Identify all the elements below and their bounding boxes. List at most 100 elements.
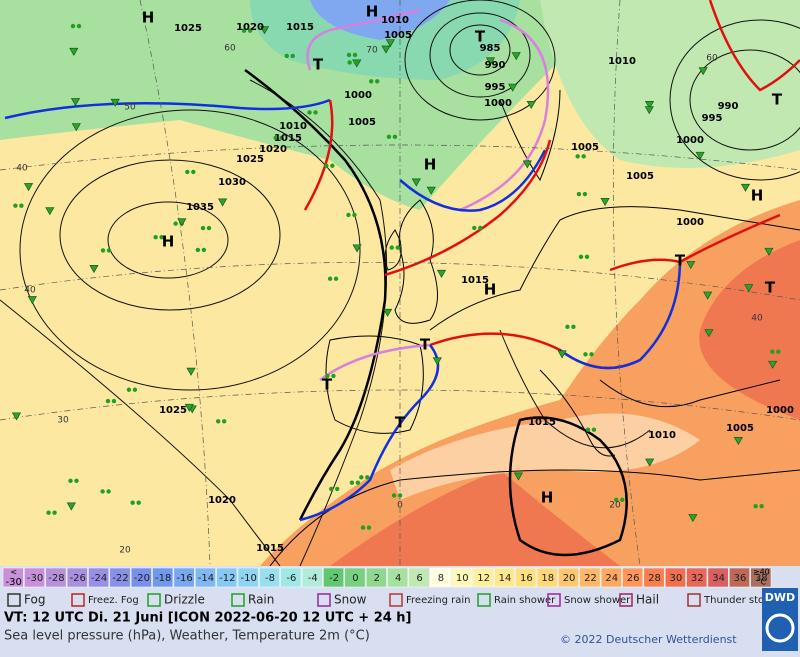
pressure-label: 1015 [528,417,556,428]
valid-time: VT: 12 UTC Di. 21 Juni [ICON 2022-06-20 … [4,611,412,626]
pressure-center: T [322,376,333,394]
scale-cell [24,567,45,588]
rain-dot [307,110,312,115]
shower-symbol [698,67,708,76]
rain-dot [352,212,357,218]
pressure-label: 1025 [236,154,264,165]
pressure-label: 1000 [766,405,794,416]
scale-cell [109,567,131,588]
legend-icon [619,593,633,607]
rain-dot [472,225,477,231]
trough [244,68,387,521]
shower-symbol [381,45,391,54]
coastlines [269,89,800,566]
scale-low-label: < [10,568,17,577]
pressure-label: 1025 [159,405,187,416]
pressure-label: 1005 [348,117,376,128]
rain-dot [313,110,318,115]
scale-label: -24 [91,573,107,584]
legend-icon [231,593,245,607]
legend-label: Hail [636,593,659,607]
rain-dot [584,254,590,259]
scale-label: -30 [27,573,43,584]
pressure-label: 1000 [484,98,512,109]
pressure-label: 1010 [381,15,409,26]
rain-dot [582,191,588,197]
scale-cell [387,567,409,588]
shower-symbol [27,296,37,305]
temperature-scale: <-30 -30 -28 -26 -24 -22 -20 -18 -16 -14 -12 -10 -8-… [0,566,800,588]
rain-dot [13,203,18,208]
scale-label: 20 [563,573,576,584]
scale-label: -4 [308,573,318,584]
scale-cell [600,567,622,588]
shower-symbol [184,403,194,412]
shower-symbol [744,284,754,293]
rain-dot [185,169,190,175]
rain-dot [391,493,397,498]
rain-dot [583,352,588,357]
sea-area [390,413,700,500]
weather-symbols [11,23,781,530]
shower-symbol [686,261,696,270]
map: 1025 1020 10151010100598599099510001000100… [0,0,800,566]
rain-dot [330,163,335,168]
scale-label: -28 [48,573,64,584]
shower-symbol [70,98,81,107]
pressure-center: H [424,156,437,174]
scale-cell [579,567,601,588]
rain-dot [770,349,775,354]
rain-dot [389,245,394,250]
shower-symbol [644,101,655,110]
rain-dot [126,387,132,392]
pressure-center: T [475,28,486,46]
scale-cell [408,567,430,588]
scale-cell [365,567,387,588]
temperature-label: 40 [751,314,763,324]
legend-label: Fog [24,593,45,607]
shower-symbol [110,98,120,107]
rain-dot [105,398,111,404]
scale-label: 38 [755,573,768,584]
rain-dot [284,53,289,59]
fronts [4,0,800,522]
rain-dot [195,247,201,253]
scale-high-label: ≥40 [753,568,770,577]
pressure-label: 1015 [286,22,314,33]
rain-dot [578,254,584,259]
shower-symbol [71,123,81,132]
rain-dot [576,191,582,197]
rain-dot [76,23,82,29]
rain-dot [581,154,586,159]
pressure-label: 995 [702,113,723,124]
rain-dot [368,79,374,84]
rain-dot [575,154,580,159]
scale-label: 18 [541,573,554,584]
description: Sea level pressure (hPa), Weather, Tempe… [4,629,370,644]
shower-symbol [432,357,442,366]
pressure-center: T [675,252,686,270]
temperature-label: 50 [124,103,136,113]
rain-dot [241,28,247,33]
pressure-label: 1000 [344,90,372,101]
map-labels: 1025 1020 10151010100598599099510001000100… [16,3,794,556]
rain-dot [106,489,111,494]
shower-symbol [704,329,714,338]
shower-symbol [66,502,76,511]
scale-high-label: °C [757,578,767,587]
shower-symbol [526,100,536,110]
scale-label: 34 [712,573,725,584]
shower-symbol [411,178,421,187]
scale-cell [259,567,280,588]
rain-dot [201,247,207,253]
pressure-label: 995 [485,82,506,93]
scale-cell [494,567,515,588]
rain-dot [591,427,597,432]
legend-icon [147,593,161,607]
scale-cell [515,567,537,588]
shower-symbol [688,514,698,523]
rain-dot [346,212,351,218]
cool-area-east [540,0,800,168]
pressure-label: 1020 [259,144,287,155]
scale-label: 2 [374,573,380,584]
